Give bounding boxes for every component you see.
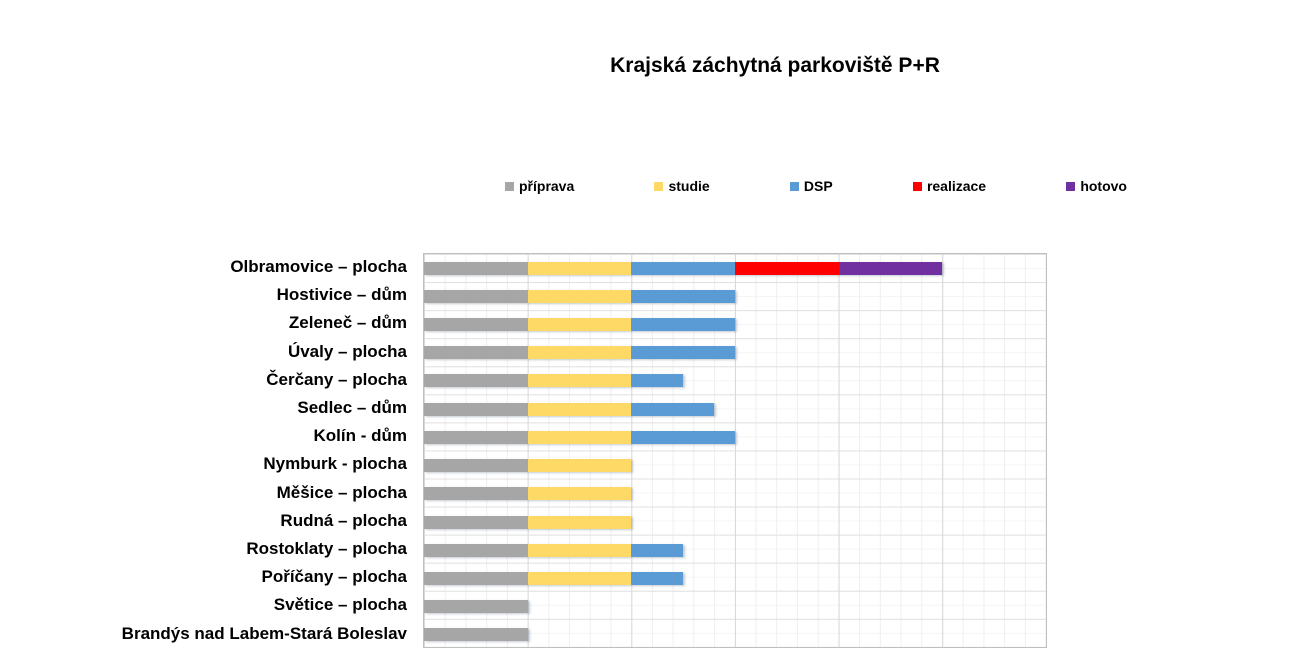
bar-segment-DSP xyxy=(631,261,736,275)
stacked-bar xyxy=(424,374,684,388)
category-label: Rostoklaty – plocha xyxy=(246,539,407,559)
category-label: Poříčany – plocha xyxy=(261,567,408,587)
category-label: Brandýs nad Labem-Stará Boleslav xyxy=(121,623,407,643)
legend-item-DSP: DSP xyxy=(789,178,833,194)
bar-segment-hotovo xyxy=(838,261,943,275)
bar-segment-příprava xyxy=(424,571,528,585)
legend-item-hotovo: hotovo xyxy=(1066,178,1127,194)
category-label: Rudná – plocha xyxy=(280,510,407,530)
stacked-bar xyxy=(424,571,684,585)
stacked-bar xyxy=(424,487,632,501)
legend-item-studie: studie xyxy=(654,178,710,194)
bar-segment-DSP xyxy=(631,374,684,388)
legend-marker-icon xyxy=(789,181,799,191)
legend-label: příprava xyxy=(519,178,575,194)
stacked-bar xyxy=(424,543,684,557)
bar-segment-příprava xyxy=(424,543,528,557)
bar-segment-DSP xyxy=(631,543,684,557)
plot-area xyxy=(423,253,1047,648)
stacked-bar xyxy=(424,289,736,303)
category-label: Kolín - dům xyxy=(313,426,407,446)
bar-segment-DSP xyxy=(631,318,736,332)
bar-segment-DSP xyxy=(631,346,736,360)
bar-segment-studie xyxy=(527,289,632,303)
legend-item-realizace: realizace xyxy=(912,178,987,194)
bar-segment-studie xyxy=(527,543,632,557)
legend-marker-icon xyxy=(912,181,922,191)
bar-segment-příprava xyxy=(424,459,528,473)
bar-segment-příprava xyxy=(424,600,528,614)
category-label: Čerčany – plocha xyxy=(266,369,407,389)
bar-segment-studie xyxy=(527,402,632,416)
legend-marker-icon xyxy=(505,181,514,191)
bar-segment-studie xyxy=(527,261,632,275)
bar-segment-studie xyxy=(527,571,632,585)
stacked-bar xyxy=(424,346,736,360)
bar-segment-studie xyxy=(527,487,632,501)
bar-segment-příprava xyxy=(424,374,528,388)
bar-segment-studie xyxy=(527,459,632,473)
category-label: Úvaly – plocha xyxy=(287,341,407,361)
bar-segment-příprava xyxy=(424,487,528,501)
stacked-bar xyxy=(424,318,736,332)
bar-segment-studie xyxy=(527,515,632,529)
bar-segment-DSP xyxy=(631,289,736,303)
bar-segment-studie xyxy=(527,430,632,444)
stacked-bar xyxy=(424,430,736,444)
stacked-bar xyxy=(424,459,632,473)
bar-segment-DSP xyxy=(631,571,684,585)
bar-segment-příprava xyxy=(424,289,528,303)
legend-label: DSP xyxy=(803,178,833,194)
bar-segment-realizace xyxy=(735,261,839,275)
legend-label: studie xyxy=(668,178,710,194)
bar-segment-příprava xyxy=(424,261,528,275)
legend-item-příprava: příprava xyxy=(505,178,574,194)
bar-segment-studie xyxy=(527,346,632,360)
bar-segment-příprava xyxy=(424,628,528,642)
stacked-bar xyxy=(424,628,528,642)
bar-segment-příprava xyxy=(424,402,528,416)
legend-marker-icon xyxy=(654,181,664,191)
chart-title: Krajská záchytná parkoviště P+R xyxy=(610,54,940,77)
bar-segment-příprava xyxy=(424,430,528,444)
legend-label: realizace xyxy=(926,178,987,194)
category-label: Sedlec – dům xyxy=(297,398,407,418)
category-label: Hostivice – dům xyxy=(276,285,407,305)
chart-legend: příprava studie DSP realizace hotovo xyxy=(505,176,1127,196)
bar-segment-příprava xyxy=(424,515,528,529)
category-label: Měšice – plocha xyxy=(276,482,407,502)
legend-marker-icon xyxy=(1066,181,1076,191)
bar-segment-příprava xyxy=(424,346,528,360)
bar-segment-DSP xyxy=(631,402,715,416)
bar-segment-DSP xyxy=(631,430,736,444)
legend-label: hotovo xyxy=(1080,178,1127,194)
stacked-bar xyxy=(424,600,528,614)
category-label: Světice – plocha xyxy=(273,595,407,615)
stacked-bar xyxy=(424,402,715,416)
category-label: Olbramovice – plocha xyxy=(230,257,407,276)
bar-segment-příprava xyxy=(424,318,528,332)
stacked-bar xyxy=(424,261,943,275)
bar-segment-studie xyxy=(527,318,632,332)
category-axis-labels: Olbramovice – plocha Hostivice – dům Zelen… xyxy=(0,253,415,648)
stacked-bar xyxy=(424,515,632,529)
bar-segment-studie xyxy=(527,374,632,388)
category-label: Zeleneč – dům xyxy=(288,313,407,333)
category-label: Nymburk - plocha xyxy=(263,454,407,474)
